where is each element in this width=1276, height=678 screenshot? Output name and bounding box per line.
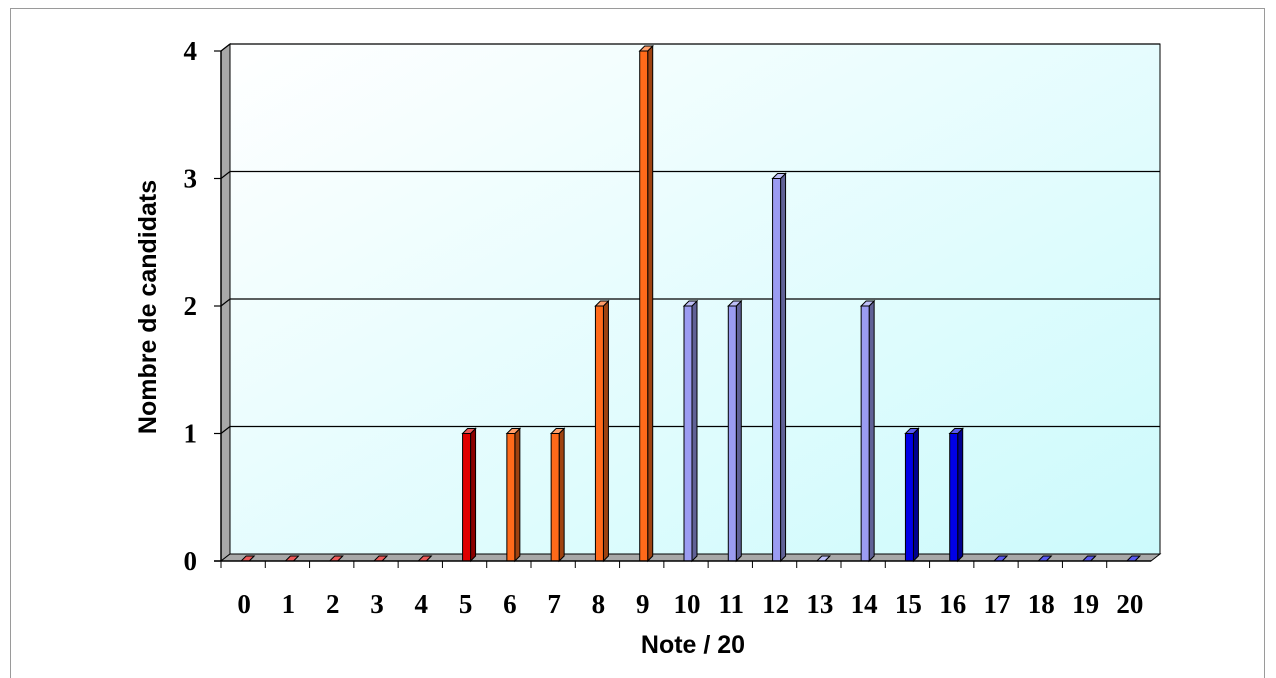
x-tick-label: 1 xyxy=(282,589,296,619)
y-tick-label: 1 xyxy=(184,419,198,449)
bar xyxy=(727,305,737,562)
bar-top xyxy=(638,45,654,52)
chart-frame xyxy=(10,8,1265,678)
x-tick-label: 11 xyxy=(719,589,745,619)
y-axis-title: Nombre de candidats xyxy=(134,180,162,434)
bar-top xyxy=(682,300,699,307)
bar-side xyxy=(602,299,609,563)
x-tick-label: 16 xyxy=(939,589,966,619)
bar-top xyxy=(594,300,610,307)
y-tick-label: 0 xyxy=(184,546,198,576)
bar-top xyxy=(727,300,743,307)
x-tick-label: 14 xyxy=(851,589,878,619)
x-tick-label: 2 xyxy=(326,589,340,619)
bar xyxy=(594,305,604,562)
gridline-side xyxy=(220,171,231,179)
x-tick-label: 13 xyxy=(806,589,833,619)
bar xyxy=(506,433,516,562)
bar-top xyxy=(549,428,566,434)
bar xyxy=(462,433,472,562)
bar-side xyxy=(868,299,875,563)
bar-side xyxy=(647,44,654,563)
x-tick-label: 0 xyxy=(237,589,251,619)
bar xyxy=(772,178,782,562)
x-tick-label: 17 xyxy=(984,589,1011,619)
gridline-side xyxy=(220,426,231,434)
x-tick-label: 7 xyxy=(547,589,561,619)
bar-side xyxy=(470,427,477,563)
x-tick-label: 20 xyxy=(1116,589,1143,619)
bar-side xyxy=(912,427,919,563)
bar-side xyxy=(957,427,964,563)
x-tick-label: 4 xyxy=(415,589,429,619)
x-tick-label: 15 xyxy=(895,589,922,619)
gridline-side xyxy=(220,298,231,307)
bar xyxy=(639,50,649,562)
bar xyxy=(904,433,914,562)
x-tick-label: 5 xyxy=(459,589,473,619)
bar xyxy=(860,305,870,562)
bar xyxy=(550,433,560,562)
x-tick-label: 6 xyxy=(503,589,517,619)
x-tick-label: 10 xyxy=(674,589,701,619)
y-tick-label: 2 xyxy=(184,291,198,321)
x-tick-label: 19 xyxy=(1072,589,1099,619)
bar-side xyxy=(514,427,521,563)
y-tick-label: 3 xyxy=(184,164,198,194)
bar-side xyxy=(691,299,698,563)
bar-side xyxy=(558,427,565,563)
bar-top xyxy=(859,300,876,307)
gridline-side xyxy=(220,43,231,52)
x-tick-label: 3 xyxy=(370,589,384,619)
bar-top xyxy=(948,428,964,434)
bar-top xyxy=(904,428,920,434)
x-axis-title: Note / 20 xyxy=(641,631,745,659)
x-tick-label: 12 xyxy=(762,589,789,619)
bar-side xyxy=(780,172,787,563)
bar-top xyxy=(461,428,477,434)
bar-top xyxy=(505,428,522,434)
x-tick-label: 18 xyxy=(1028,589,1055,619)
y-tick-label: 4 xyxy=(184,36,198,66)
x-tick-label: 8 xyxy=(592,589,606,619)
bar xyxy=(949,433,959,562)
bar-side xyxy=(735,299,742,563)
bar-top xyxy=(771,173,787,179)
bar xyxy=(683,305,693,562)
x-tick-label: 9 xyxy=(636,589,650,619)
